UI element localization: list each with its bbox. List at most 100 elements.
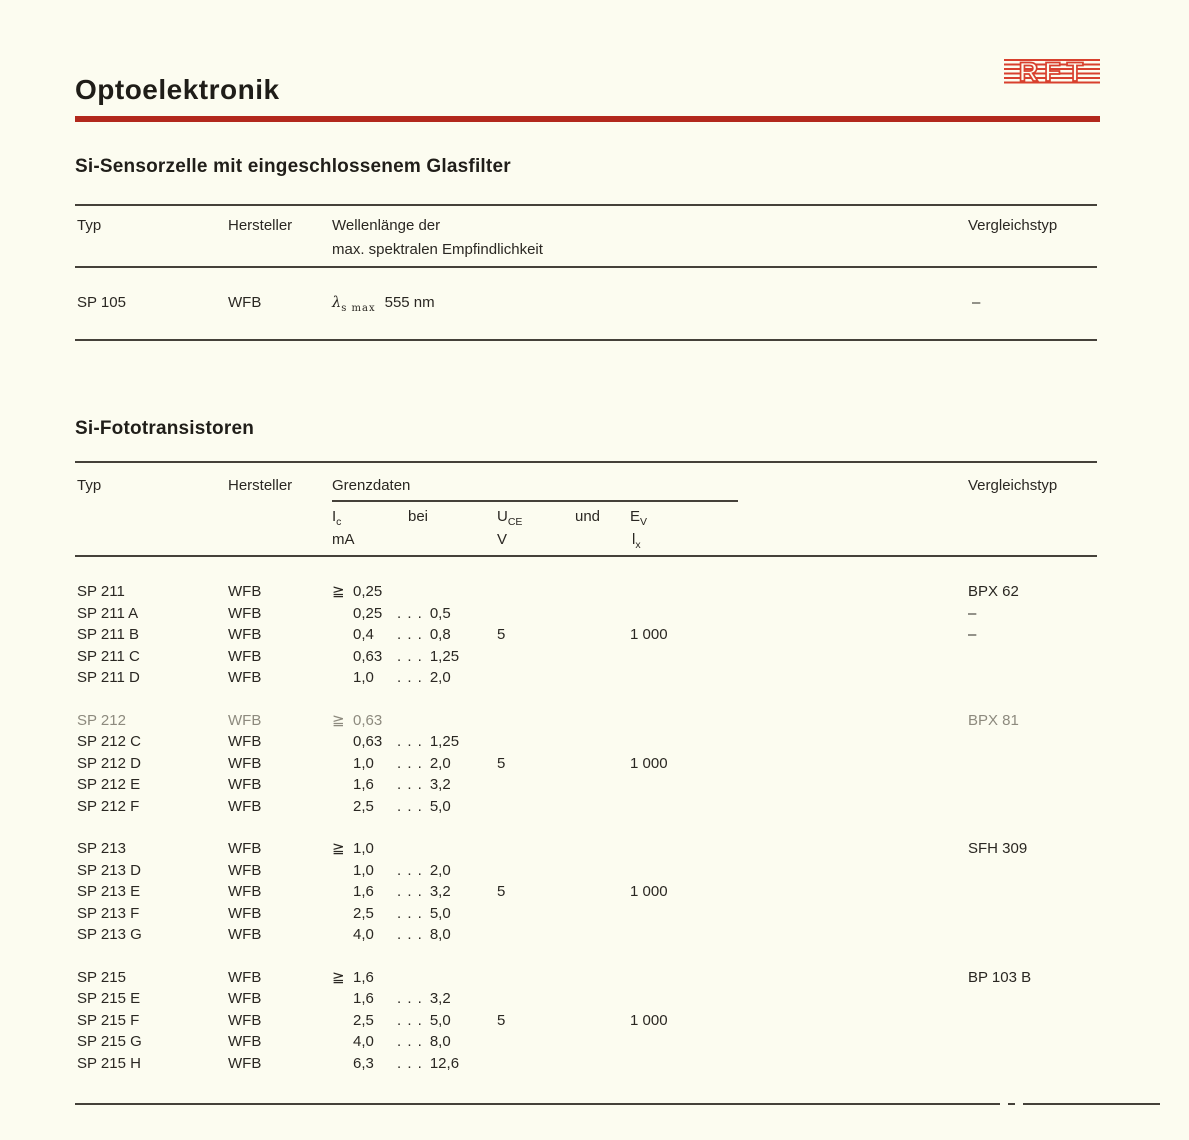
- cell-typ: SP 215: [77, 968, 126, 986]
- col-header-typ: Typ: [77, 217, 102, 234]
- cell-ic: 2,5. . . 5,0: [353, 797, 451, 815]
- cell-ic: 2,5. . . 5,0: [353, 1011, 451, 1029]
- subcol-uce-unit: V: [497, 531, 508, 548]
- transistor-table-body: SP 211 WFB ≧ 0,25 BPX 62 SP 211 A WFB 0,25. . .…: [75, 581, 1160, 1095]
- subcol-bei: bei: [408, 508, 429, 525]
- row-group: SP 213 WFB ≧ 1,0 SFH 309 SP 213 D WFB 1,0. . .2…: [75, 838, 1160, 946]
- col-header-typ: Typ: [77, 477, 102, 494]
- cell-hersteller: WFB: [228, 1054, 262, 1072]
- cell-hersteller: WFB: [228, 1033, 262, 1050]
- cell-ic: ≧ 1,0: [332, 838, 374, 860]
- cell-ic: 0,63. . . 1,25: [353, 733, 460, 750]
- cell-hersteller: WFB: [228, 883, 262, 900]
- lambda-symbol: λ: [332, 295, 342, 311]
- cell-typ: SP 215 H: [77, 1054, 141, 1072]
- cell-wellenlaenge: λs max 555 nm: [332, 294, 435, 314]
- cell-ic: 0,63. . . 1,25: [353, 647, 460, 665]
- col-header-vergleichstyp: Vergleichstyp: [968, 217, 1058, 234]
- cell-ev: 1 000: [630, 626, 668, 643]
- table-row: SP 213 D WFB 1,0. . . 2,0: [75, 860, 1160, 882]
- subcol-ev-unit-symbol: l: [632, 531, 636, 548]
- cell-typ: SP 212 E: [77, 776, 141, 793]
- cell-hersteller: WFB: [228, 776, 262, 793]
- cell-ic: 0,25. . . 0,5: [353, 604, 451, 622]
- cell-ev: 1 000: [630, 883, 668, 900]
- cell-typ: SP 212 F: [77, 797, 140, 815]
- subcol-ev-unit-subscript: x: [635, 539, 641, 551]
- cell-typ: SP 211 C: [77, 647, 140, 665]
- cell-hersteller: WFB: [228, 990, 262, 1007]
- cell-ev: 1 000: [630, 754, 668, 772]
- cell-hersteller: WFB: [228, 926, 262, 943]
- cell-vergleichstyp: –: [972, 294, 981, 311]
- cell-typ: SP 212: [77, 711, 126, 729]
- cell-ic: 1,0. . . 2,0: [353, 861, 451, 879]
- cell-typ: SP 211 A: [77, 604, 139, 622]
- subcol-uce-symbol: U: [497, 508, 508, 525]
- cell-typ: SP 213 F: [77, 904, 140, 922]
- table-rule-bottom: [75, 339, 1097, 341]
- subcol-ic-symbol: I: [332, 508, 337, 525]
- title-rule: [75, 116, 1100, 122]
- cell-vergleichstyp: SFH 309: [968, 840, 1028, 857]
- table-rule-header: [75, 555, 1097, 557]
- cell-ev: 1 000: [630, 1011, 668, 1029]
- cell-uce: 5: [497, 1011, 506, 1029]
- table-row: SP 215 E WFB 1,6. . . 3,2: [75, 988, 1160, 1010]
- cell-ic: 4,0. . . 8,0: [353, 926, 451, 943]
- cell-hersteller: WFB: [228, 669, 262, 686]
- cell-ic: 1,0. . . 2,0: [353, 669, 451, 686]
- section-heading-sensorzelle: Si-Sensorzelle mit eingeschlossenem Glas…: [75, 156, 511, 177]
- table-row: SP 213 G WFB 4,0. . . 8,0: [75, 924, 1160, 946]
- cell-ic: 2,5. . . 5,0: [353, 904, 451, 922]
- table-row: SP 213 E WFB 1,6. . . 3,2 5 1 000: [75, 881, 1160, 903]
- cell-hersteller: WFB: [228, 797, 262, 815]
- table-row: SP 212 F WFB 2,5. . . 5,0: [75, 796, 1160, 818]
- grenzdaten-underline: [332, 500, 738, 502]
- cell-hersteller: WFB: [228, 904, 262, 922]
- cell-typ: SP 211: [77, 583, 125, 600]
- geq-symbol: ≧: [332, 583, 345, 600]
- geq-symbol: ≧: [332, 711, 345, 729]
- cell-vergleichstyp: BPX 62: [968, 583, 1019, 600]
- cell-typ: SP 213 E: [77, 883, 141, 900]
- cell-uce: 5: [497, 754, 506, 772]
- cell-ic: 4,0. . . 8,0: [353, 1033, 451, 1050]
- subcol-uce: UCE: [497, 508, 523, 528]
- subcol-uce-subscript: CE: [507, 516, 523, 528]
- table-rule-top: [75, 204, 1097, 206]
- cell-typ: SP 215 F: [77, 1011, 140, 1029]
- cell-typ: SP 213: [77, 840, 126, 857]
- subcol-und: und: [575, 508, 601, 525]
- table-row: SP 211 A WFB 0,25. . . 0,5 –: [75, 603, 1160, 625]
- table-row: SP 213 WFB ≧ 1,0 SFH 309: [75, 838, 1160, 860]
- cell-typ: SP 213 G: [77, 926, 142, 943]
- cell-ic: 1,6. . . 3,2: [353, 990, 451, 1007]
- cell-typ: SP 212 C: [77, 733, 141, 750]
- table-row: SP 211 WFB ≧ 0,25 BPX 62: [75, 581, 1160, 603]
- col-header-wellenlaenge-line2: max. spektralen Empfindlichkeit: [332, 241, 543, 258]
- logo-text: RFT: [1019, 57, 1089, 87]
- cell-hersteller: WFB: [228, 840, 262, 857]
- table-row: SP 215 G WFB 4,0. . . 8,0: [75, 1031, 1160, 1053]
- cell-vergleichstyp: –: [968, 604, 977, 622]
- cell-ic: 1,0. . . 2,0: [353, 754, 451, 772]
- table-row: SP 212 C WFB 0,63. . . 1,25: [75, 731, 1160, 753]
- cell-uce: 5: [497, 883, 506, 900]
- subcol-ev: EV: [630, 508, 647, 527]
- page-title: Optoelektronik: [75, 74, 280, 105]
- lambda-subscript: s max: [341, 303, 376, 314]
- cell-hersteller: WFB: [228, 1011, 262, 1029]
- section-heading-fototransistoren: Si-Fototransistoren: [75, 418, 255, 439]
- table-row: SP 212 D WFB 1,0. . . 2,0 5 1 000: [75, 753, 1160, 775]
- subcol-ic: Ic: [332, 508, 341, 527]
- table-row: SP 211 D WFB 1,0. . . 2,0: [75, 667, 1160, 689]
- cell-hersteller: WFB: [228, 583, 262, 600]
- cell-ic: ≧ 0,63: [332, 710, 382, 732]
- subcol-ev-unit: lx: [632, 531, 641, 551]
- row-group: SP 215 WFB ≧ 1,6 BP 103 B SP 215 E WFB 1,6. . .…: [75, 967, 1160, 1075]
- col-header-wellenlaenge-line1: Wellenlänge der: [332, 217, 441, 234]
- table-row: SP 215 F WFB 2,5. . . 5,0 5 1 000: [75, 1010, 1160, 1032]
- table-row: SP 215 WFB ≧ 1,6 BP 103 B: [75, 967, 1160, 989]
